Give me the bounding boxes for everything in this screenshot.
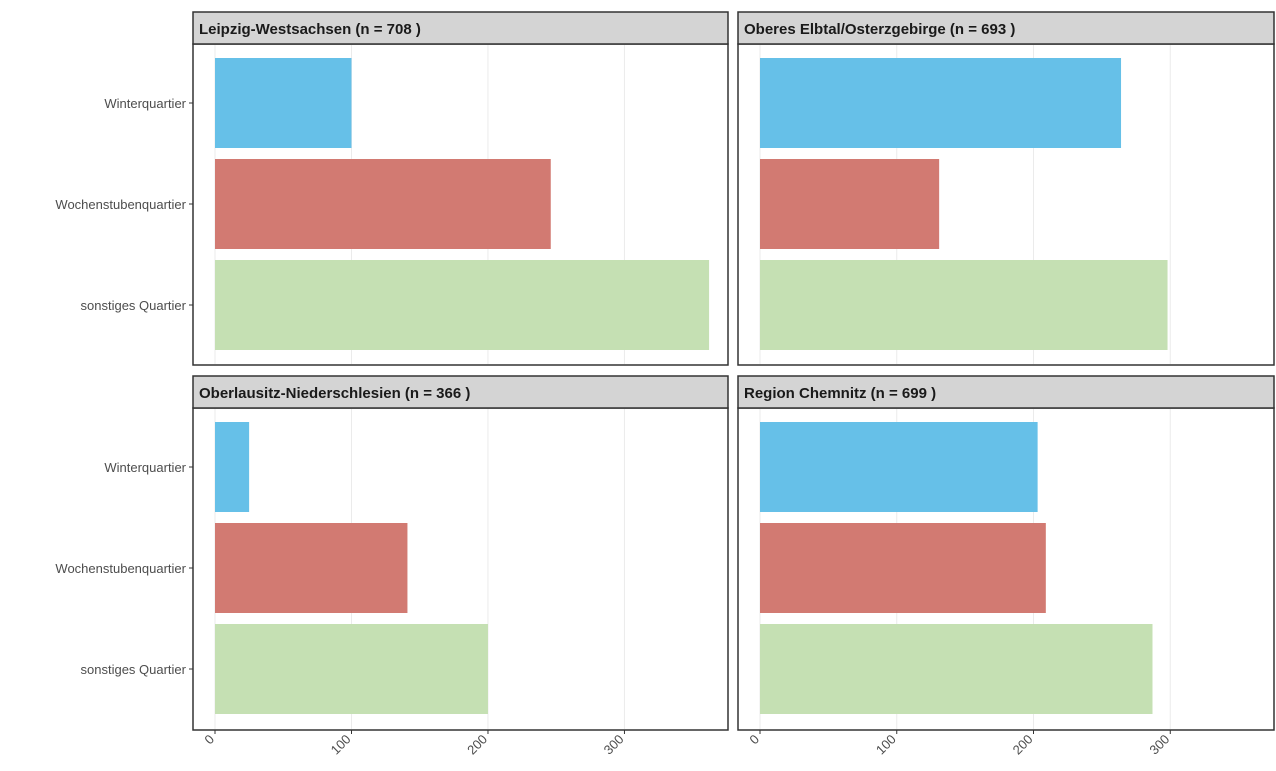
x-tick-label: 300: [601, 732, 627, 758]
panel-strip: [192, 11, 729, 45]
bar-3: [760, 260, 1168, 350]
panel-strip: [737, 375, 1275, 409]
panel-title: Region Chemnitz (n = 699 ): [744, 385, 936, 402]
panel-strip: [192, 375, 729, 409]
x-tick-label: 200: [464, 732, 490, 758]
panel-title: Leipzig-Westsachsen (n = 708 ): [199, 21, 421, 38]
y-tick-label: Wochenstubenquartier: [55, 561, 186, 576]
y-tick-label: sonstiges Quartier: [81, 298, 187, 313]
bar-3: [215, 624, 488, 714]
y-tick-label: sonstiges Quartier: [81, 662, 187, 677]
bar-3: [215, 260, 710, 350]
bar-1: [215, 422, 250, 512]
panel: Region Chemnitz (n = 699 )0 100 200 300: [737, 375, 1275, 758]
bar-2: [760, 523, 1046, 613]
panel: Oberlausitz-Niederschlesien (n = 366 ) Wi…: [55, 375, 729, 758]
y-tick-label: Winterquartier: [104, 96, 186, 111]
panel: Oberes Elbtal/Osterzgebirge (n = 693 ): [737, 11, 1275, 366]
bar-2: [760, 159, 940, 249]
panel-strip: [737, 11, 1275, 45]
bar-1: [760, 422, 1038, 512]
bar-3: [760, 624, 1153, 714]
bar-2: [215, 159, 551, 249]
panel-title: Oberlausitz-Niederschlesien (n = 366 ): [199, 385, 470, 402]
y-tick-label: Winterquartier: [104, 460, 186, 475]
x-tick-label: 100: [873, 732, 899, 758]
x-tick-label: 300: [1146, 732, 1172, 758]
bar-1: [760, 58, 1122, 148]
bar-2: [215, 523, 408, 613]
bar-1: [215, 58, 352, 148]
x-tick-label: 100: [328, 732, 354, 758]
panel: Leipzig-Westsachsen (n = 708 ) Winterquar…: [55, 11, 729, 366]
panel-title: Oberes Elbtal/Osterzgebirge (n = 693 ): [744, 21, 1015, 38]
x-tick-label: 200: [1010, 732, 1036, 758]
y-tick-label: Wochenstubenquartier: [55, 197, 186, 212]
